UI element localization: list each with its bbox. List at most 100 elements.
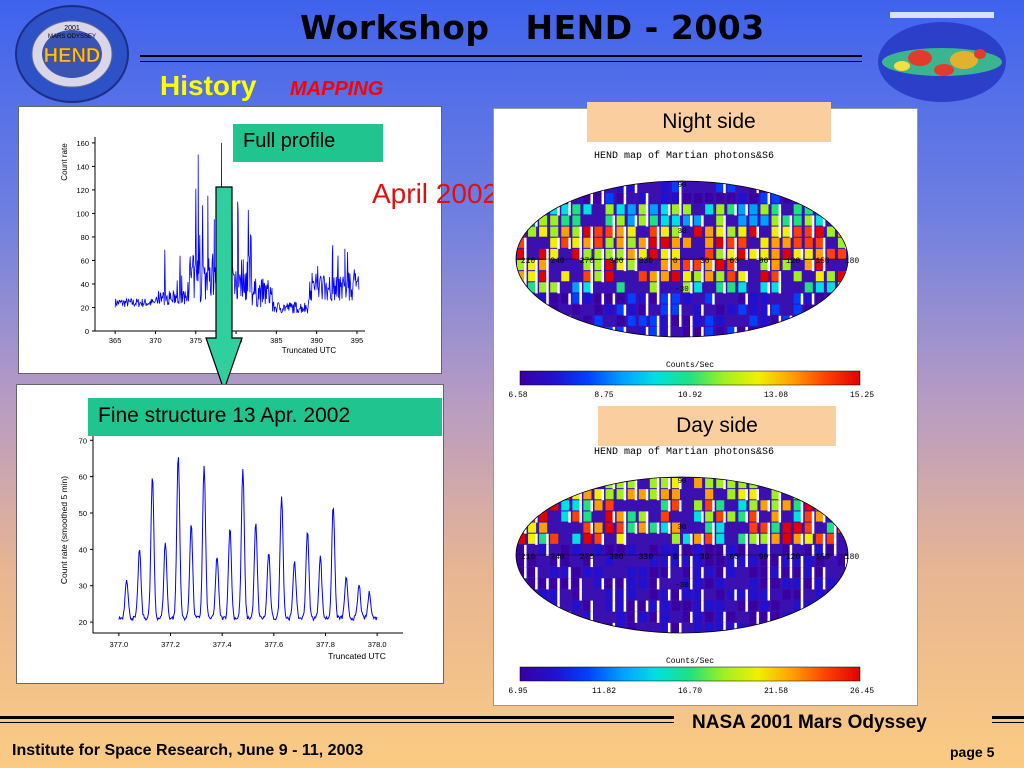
map-cell bbox=[539, 489, 548, 500]
map-gap bbox=[590, 600, 593, 612]
map-gap bbox=[546, 611, 549, 623]
x-tick-label: 377.8 bbox=[316, 640, 335, 649]
map-cell bbox=[539, 248, 548, 259]
map-gap bbox=[690, 215, 693, 227]
map-cell bbox=[594, 326, 603, 337]
map-cell bbox=[616, 315, 625, 326]
map-cell bbox=[539, 578, 548, 589]
map-cell bbox=[771, 600, 780, 611]
map-gap bbox=[656, 226, 660, 238]
map-gap bbox=[656, 489, 660, 501]
map-cell bbox=[671, 478, 680, 489]
map-gap bbox=[679, 193, 682, 205]
map-cell bbox=[594, 622, 603, 633]
map-cell bbox=[727, 193, 736, 204]
map-cell bbox=[517, 500, 526, 511]
map-lon-label: 150 bbox=[815, 553, 830, 562]
map-gap bbox=[811, 522, 815, 534]
map-gap bbox=[623, 489, 627, 501]
map-cell bbox=[804, 282, 813, 293]
map-cell bbox=[837, 589, 846, 600]
map-gap bbox=[679, 556, 682, 568]
map-gap bbox=[623, 304, 627, 316]
map-cell bbox=[716, 511, 725, 522]
map-gap bbox=[756, 533, 759, 545]
map-gap bbox=[800, 511, 804, 523]
map-gap bbox=[557, 237, 560, 249]
map-gap bbox=[679, 304, 682, 316]
map-gap bbox=[778, 556, 782, 568]
map-gap bbox=[612, 215, 616, 227]
map-cell bbox=[627, 204, 636, 215]
map-gap bbox=[800, 567, 804, 579]
map-cell bbox=[616, 193, 625, 204]
map-cell bbox=[539, 544, 548, 555]
map-gap bbox=[723, 622, 726, 633]
map-gap bbox=[524, 237, 527, 249]
map-lon-label: 300 bbox=[609, 257, 624, 266]
map-cell bbox=[539, 589, 548, 600]
map-cell bbox=[561, 622, 570, 633]
map-cell bbox=[594, 315, 603, 326]
map-cell bbox=[550, 533, 559, 544]
map-cell bbox=[572, 500, 581, 511]
logo-text-top: 2001 bbox=[64, 25, 80, 32]
map-gap bbox=[535, 600, 538, 612]
page-number: page 5 bbox=[950, 744, 995, 760]
map-cell bbox=[760, 544, 769, 555]
map-gap bbox=[712, 260, 715, 272]
map-cell bbox=[837, 271, 846, 282]
map-gap bbox=[645, 193, 649, 205]
map-cell bbox=[660, 182, 669, 193]
map-cell bbox=[528, 282, 537, 293]
map-lon-label: 60 bbox=[729, 257, 739, 266]
map-cell bbox=[627, 600, 636, 611]
map-cell bbox=[760, 522, 769, 533]
map-gap bbox=[623, 578, 627, 590]
map-gap bbox=[579, 293, 582, 305]
map-cell bbox=[583, 248, 592, 259]
map-gap bbox=[524, 248, 527, 260]
map-cell bbox=[660, 611, 669, 622]
map-cell bbox=[804, 500, 813, 511]
map-cell bbox=[826, 578, 835, 589]
map-cell bbox=[771, 248, 780, 259]
map-gap bbox=[811, 511, 815, 523]
map-cell bbox=[694, 533, 703, 544]
x-axis-label: Truncated UTC bbox=[328, 651, 386, 661]
map-cell bbox=[671, 622, 680, 633]
map-cell bbox=[738, 226, 747, 237]
map-cell bbox=[539, 226, 548, 237]
map-cell bbox=[782, 567, 791, 578]
map-cell bbox=[572, 589, 581, 600]
map-cell bbox=[705, 578, 714, 589]
map-cell bbox=[793, 237, 802, 248]
map-cell bbox=[649, 556, 658, 567]
map-cell bbox=[694, 500, 703, 511]
map-gap bbox=[833, 500, 837, 512]
map-gap bbox=[690, 556, 693, 568]
map-cell bbox=[572, 478, 581, 489]
map-cell bbox=[572, 533, 581, 544]
map-cell bbox=[671, 489, 680, 500]
map-cell bbox=[539, 511, 548, 522]
map-lon-label: 0 bbox=[673, 257, 678, 266]
map-cell bbox=[705, 522, 714, 533]
logo-text-mid: MARS ODYSSEY bbox=[48, 34, 96, 40]
map-cell bbox=[594, 567, 603, 578]
map-cell bbox=[528, 226, 537, 237]
map-cell bbox=[683, 315, 692, 326]
map-cell bbox=[694, 578, 703, 589]
map-gap bbox=[745, 600, 748, 612]
map-gap bbox=[557, 600, 560, 612]
map-gap bbox=[656, 237, 660, 249]
map-cell bbox=[804, 544, 813, 555]
y-tick-label: 100 bbox=[76, 209, 89, 218]
map-gap bbox=[845, 556, 848, 568]
map-gap bbox=[679, 622, 682, 633]
map-cell bbox=[716, 600, 725, 611]
map-cell bbox=[550, 478, 559, 489]
map-cell bbox=[539, 478, 548, 489]
map-cell bbox=[826, 589, 835, 600]
map-cell bbox=[837, 226, 846, 237]
